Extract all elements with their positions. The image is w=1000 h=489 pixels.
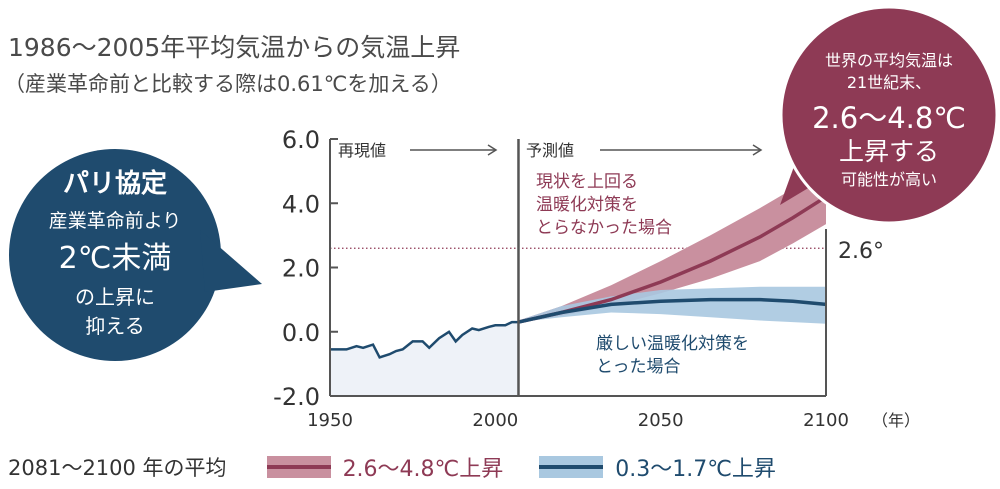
observed-arrow-head — [487, 144, 498, 156]
world-bubble-line5: 可能性が高い — [841, 170, 937, 189]
x-axis-unit: （年） — [872, 411, 920, 430]
paris-bubble-line2: 2℃未満 — [59, 241, 172, 276]
legend-high-swatch — [266, 456, 331, 478]
low-case-label-1: 厳しい温暖化対策を — [596, 334, 749, 354]
legend-high-label: 2.6〜4.8℃上昇 — [342, 457, 504, 482]
x-ticks: 1950 2000 2050 2100 — [307, 410, 849, 431]
world-bubble-line4: 上昇する — [839, 137, 939, 166]
high-case-label-2: 温暖化対策を — [536, 195, 638, 215]
observed-label: 再現値 — [338, 141, 386, 160]
x-tick-label: 2050 — [638, 410, 684, 431]
x-tick-label: 1950 — [307, 410, 353, 431]
high-scenario-band — [518, 167, 826, 323]
legend: 2081〜2100 年の平均 2.6〜4.8℃上昇 0.3〜1.7℃上昇 — [8, 452, 812, 482]
legend-high-line — [266, 465, 331, 469]
legend-low-swatch — [539, 456, 604, 478]
projected-label: 予測値 — [526, 141, 574, 160]
reference-value-label: 2.6° — [838, 239, 884, 264]
high-case-label-3: とらなかった場合 — [536, 218, 672, 238]
y-tick-label: -2.0 — [273, 383, 320, 411]
low-scenario-band — [518, 286, 826, 324]
world-bubble-line1: 世界の平均気温は — [825, 51, 953, 70]
y-tick-label: 6.0 — [282, 126, 320, 154]
projected-arrow-head — [752, 144, 763, 156]
low-case-label-2: とった場合 — [596, 357, 681, 377]
world-bubble-circle — [779, 5, 999, 225]
paris-bubble-line1: 産業革命前より — [49, 210, 182, 232]
x-tick-label: 2000 — [472, 410, 518, 431]
paris-bubble-heading: パリ協定 — [63, 168, 167, 199]
y-tick-label: 2.0 — [282, 255, 320, 283]
paris-bubble-line4: 抑える — [85, 314, 144, 338]
paris-bubble-line3: の上昇に — [75, 285, 155, 309]
legend-low-label: 0.3〜1.7℃上昇 — [615, 457, 776, 482]
y-tick-label: 4.0 — [282, 190, 320, 218]
world-temperature-bubble: 世界の平均気温は 21世紀末、 2.6〜4.8℃ 上昇する 可能性が高い — [779, 5, 999, 225]
observed-area-fill — [330, 322, 519, 396]
chart-subtitle: （産業革命前と比較する際は0.61℃を加える） — [4, 72, 452, 96]
legend-low-line — [539, 465, 604, 469]
chart-title: 1986〜2005年平均気温からの気温上昇 — [8, 33, 461, 62]
legend-lead: 2081〜2100 年の平均 — [8, 456, 227, 480]
x-tick-label: 2100 — [803, 410, 849, 431]
paris-agreement-bubble: パリ協定 産業革命前より 2℃未満 の上昇に 抑える — [9, 149, 262, 361]
world-bubble-line2: 21世紀末、 — [847, 73, 931, 92]
paris-bubble-circle — [9, 149, 221, 361]
paris-bubble-tail — [200, 230, 262, 292]
y-ticks: 6.0 4.0 2.0 0.0 -2.0 — [273, 126, 338, 411]
y-tick-label: 0.0 — [282, 319, 320, 347]
high-case-label-1: 現状を上回る — [536, 172, 638, 192]
world-bubble-line3: 2.6〜4.8℃ — [812, 101, 966, 135]
low-scenario-line — [518, 297, 827, 324]
observed-series-line — [330, 320, 519, 359]
